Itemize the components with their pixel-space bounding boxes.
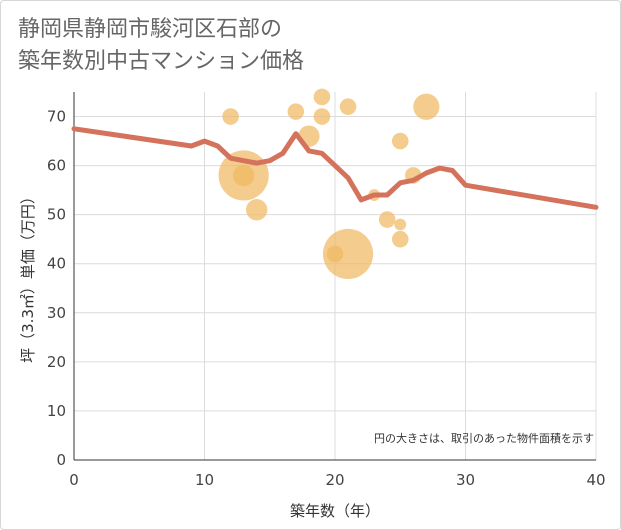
x-tick-label: 10 (195, 471, 214, 489)
x-tick-label: 40 (586, 471, 605, 489)
x-tick-label: 0 (69, 471, 79, 489)
y-tick-label: 60 (47, 157, 66, 175)
bubble-point (339, 98, 357, 116)
size-note: 円の大きさは、取引のあった物件面積を示す (374, 431, 594, 445)
x-tick-label: 20 (325, 471, 344, 489)
bubble-point (232, 164, 255, 187)
bubble-point (394, 218, 407, 231)
title-line-2: 築年数別中古マンション価格 (18, 49, 305, 74)
trend-line (71, 126, 599, 210)
bubble-point (246, 199, 268, 221)
bubble-point (391, 132, 409, 150)
y-tick-label: 30 (47, 304, 66, 322)
y-tick-label: 20 (47, 353, 66, 371)
bubble-point (313, 88, 331, 106)
bubble-point (313, 108, 331, 125)
y-tick-label: 40 (47, 255, 66, 273)
bubble-point (287, 103, 305, 120)
title-line-1: 静岡県静岡市駿河区石部の (18, 17, 283, 42)
bubble-point (222, 108, 239, 125)
y-tick-label: 0 (56, 451, 66, 469)
y-tick-label: 10 (47, 402, 66, 420)
x-axis-title: 築年数（年） (290, 502, 380, 520)
bubble-point (322, 228, 374, 280)
chart-title: 静岡県静岡市駿河区石部の 築年数別中古マンション価格 (18, 14, 304, 78)
bubble-point (378, 211, 396, 228)
y-tick-label: 50 (47, 206, 66, 224)
y-axis-title: 坪（3.3㎡）単価（万円） (19, 189, 37, 363)
bubble-point (391, 230, 409, 248)
x-tick-label: 30 (456, 471, 475, 489)
bubble-point (413, 93, 440, 120)
y-tick-label: 70 (47, 108, 66, 126)
